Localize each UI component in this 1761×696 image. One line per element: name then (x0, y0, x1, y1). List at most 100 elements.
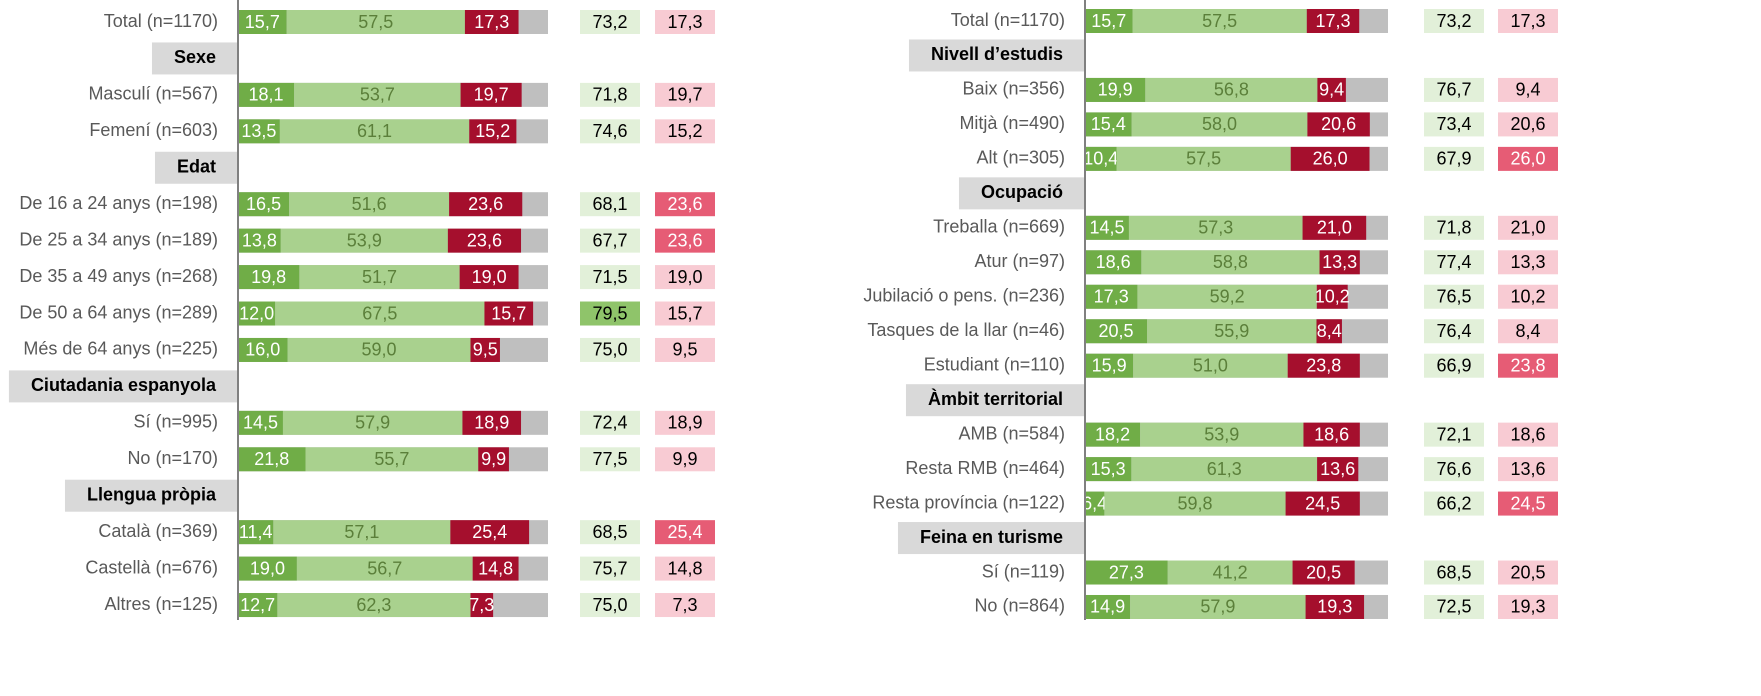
bar-segment (1085, 560, 1168, 585)
sum-box (1424, 560, 1484, 585)
section-header-box (154, 151, 238, 184)
share-label: 15,2 (667, 121, 702, 141)
sum-box (580, 447, 640, 472)
bar-segment (1128, 215, 1303, 240)
bar-segment (299, 265, 460, 290)
sum-box (580, 119, 640, 144)
bar-segment (1305, 594, 1365, 619)
bar-segment (1085, 215, 1129, 240)
share-box (655, 520, 715, 545)
sum-box (580, 82, 640, 107)
share-label: 9,5 (672, 340, 697, 360)
bar-segment (238, 119, 280, 144)
bar-label: 19,8 (251, 267, 286, 287)
bar-label: 16,0 (245, 340, 280, 360)
category-label: Total (n=1170) (104, 11, 218, 31)
bar-segment (1133, 353, 1288, 378)
category-label: De 35 a 49 anys (n=268) (19, 266, 218, 286)
bar-label: 57,9 (1200, 597, 1235, 617)
category-label: Resta província (n=122) (872, 492, 1065, 512)
bar-label: 56,8 (1214, 80, 1249, 100)
bar-label: 20,6 (1321, 114, 1356, 134)
bar-segment (1085, 353, 1134, 378)
share-box (1498, 594, 1558, 619)
section-header: Àmbit territorial (928, 388, 1063, 409)
bar-label: 9,5 (473, 340, 498, 360)
category-label: Altres (n=125) (104, 594, 218, 614)
bar-label: 18,9 (474, 413, 509, 433)
bar-label: 61,3 (1207, 459, 1242, 479)
bar-segment (1145, 77, 1318, 102)
category-label: Resta RMB (n=464) (905, 458, 1065, 478)
bar-segment (238, 301, 276, 326)
bar-segment (1137, 284, 1317, 309)
category-label: Jubilació o pens. (n=236) (863, 286, 1065, 306)
bar-label: 27,3 (1109, 562, 1144, 582)
bar-label: 57,1 (344, 522, 379, 542)
sum-label: 77,5 (592, 449, 627, 469)
share-box (655, 410, 715, 435)
section-header-box (151, 42, 238, 75)
section-header-box (8, 370, 238, 403)
sum-box (580, 228, 640, 253)
bar-segment (238, 265, 300, 290)
category-label: Mitjà (n=490) (959, 113, 1065, 133)
section-header: Sexe (174, 47, 216, 67)
category-label: No (n=170) (127, 448, 218, 468)
sum-label: 76,7 (1436, 80, 1471, 100)
bar-label: 25,4 (472, 522, 507, 542)
sum-label: 71,8 (1436, 218, 1471, 238)
share-label: 13,3 (1510, 252, 1545, 272)
category-label: Més de 64 anys (n=225) (23, 339, 218, 359)
bar-label: 19,0 (250, 558, 285, 578)
bar-segment (1116, 146, 1291, 171)
sum-box (1424, 457, 1484, 482)
bar-label: 57,3 (1198, 218, 1233, 238)
bar-segment (450, 520, 530, 545)
bar-label: 14,5 (243, 413, 278, 433)
bar-segment (238, 192, 290, 217)
bar-label: 57,5 (1186, 149, 1221, 169)
bar-segment (1316, 319, 1342, 344)
bar-label: 57,5 (358, 12, 393, 32)
sum-label: 72,1 (1436, 424, 1471, 444)
sum-label: 66,2 (1436, 493, 1471, 513)
share-label: 23,6 (667, 194, 702, 214)
sum-box (1424, 353, 1484, 378)
bar-segment (1307, 112, 1370, 137)
share-label: 19,3 (1510, 597, 1545, 617)
share-label: 20,6 (1510, 114, 1545, 134)
share-box (655, 301, 715, 326)
sum-box (580, 556, 640, 581)
bar-segment (1085, 77, 1146, 102)
category-label: Sí (n=995) (133, 412, 218, 432)
sum-box (580, 301, 640, 326)
share-box (655, 447, 715, 472)
sum-box (580, 265, 640, 290)
category-label: Atur (n=97) (974, 251, 1065, 271)
share-box (655, 192, 715, 217)
sum-label: 74,6 (592, 121, 627, 141)
sum-label: 72,5 (1436, 597, 1471, 617)
sum-box (580, 10, 640, 34)
bar-label: 59,0 (362, 340, 397, 360)
sum-box (1424, 9, 1484, 33)
bar-label: 6,4 (1082, 493, 1107, 513)
bar-label: 61,1 (357, 121, 392, 141)
share-box (655, 337, 715, 362)
section-header-box (958, 177, 1085, 210)
bar-segment (1132, 9, 1307, 33)
bar-label: 19,9 (1098, 80, 1133, 100)
bar-segment (470, 337, 500, 362)
share-box (1498, 457, 1558, 482)
bar-segment (1316, 284, 1348, 309)
bar-segment (1167, 560, 1293, 585)
bar-label: 23,8 (1306, 355, 1341, 375)
bar-segment (1085, 319, 1148, 344)
share-label: 7,3 (672, 595, 697, 615)
bar-label: 13,3 (1322, 252, 1357, 272)
bar-label: 15,7 (245, 12, 280, 32)
share-label: 8,4 (1515, 321, 1540, 341)
bar-segment (470, 593, 494, 618)
